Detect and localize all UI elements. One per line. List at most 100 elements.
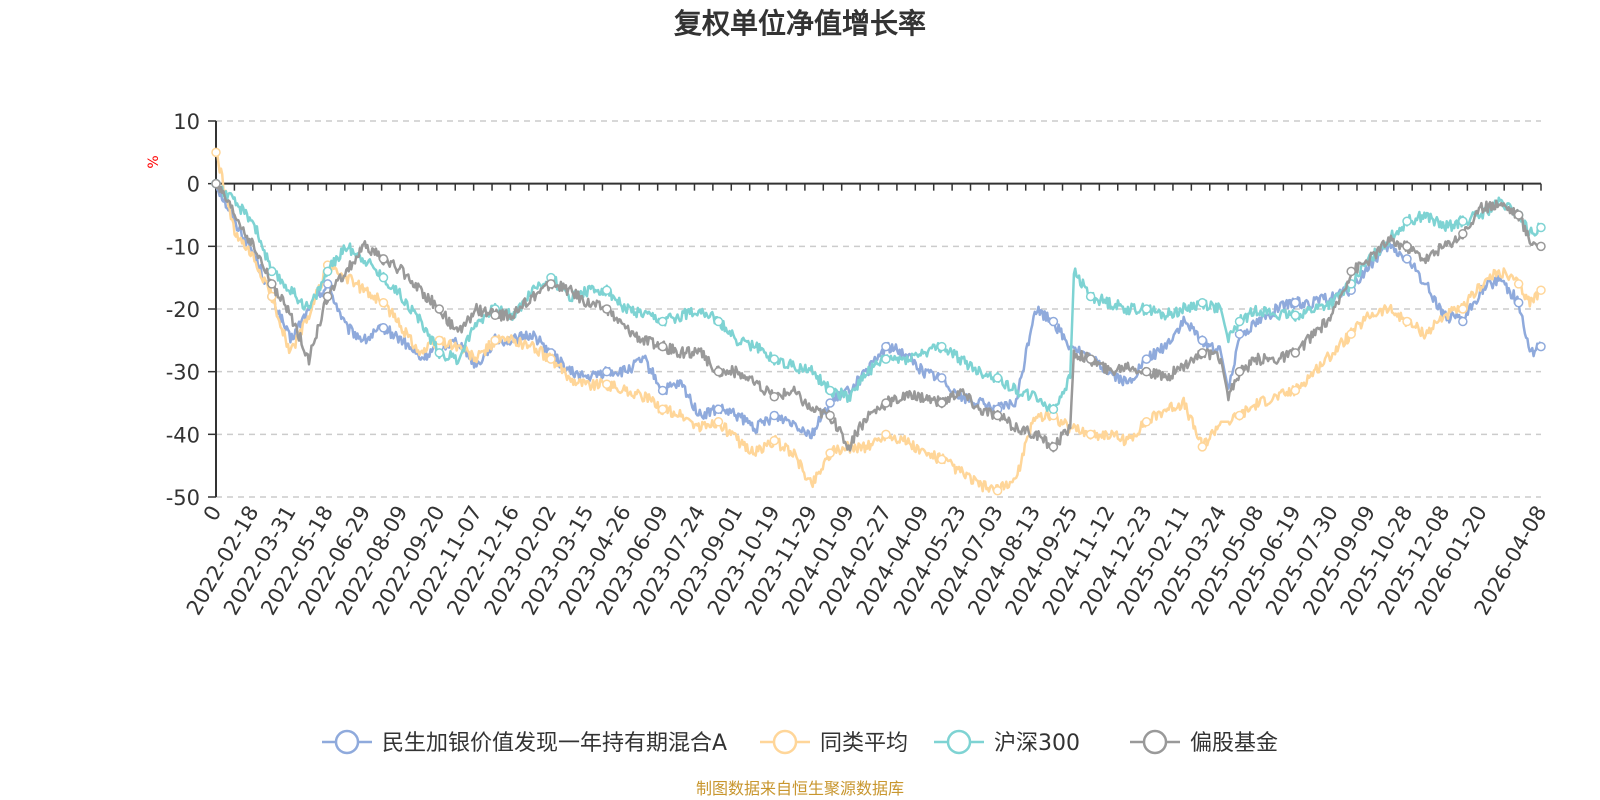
- series-point: [1234, 316, 1245, 327]
- series-point: [1513, 210, 1524, 220]
- series-point: [322, 266, 333, 277]
- series-point: [602, 304, 612, 314]
- y-axis-label: %: [146, 155, 162, 168]
- series-point: [881, 354, 891, 364]
- legend-label: 同类平均: [820, 731, 908, 756]
- y-tick-label: -30: [166, 361, 200, 385]
- series-point: [713, 316, 724, 327]
- series-point: [992, 485, 1003, 496]
- legend-marker: [946, 729, 972, 755]
- series-point: [1141, 366, 1152, 377]
- series-point: [1234, 329, 1245, 339]
- series-point: [1141, 354, 1152, 364]
- series-point: [378, 323, 389, 333]
- series-point: [211, 147, 221, 158]
- series-point: [1048, 316, 1059, 327]
- legend-item[interactable]: 沪深300: [934, 729, 1080, 756]
- series-point: [1085, 429, 1096, 440]
- series-point: [1290, 385, 1301, 396]
- series-point: [267, 279, 277, 289]
- series-point: [992, 410, 1003, 421]
- series-point: [1197, 348, 1208, 358]
- series-point: [1234, 366, 1245, 377]
- series-point: [602, 379, 612, 389]
- series-point: [322, 291, 333, 302]
- series-point: [657, 341, 668, 352]
- series-point: [1402, 241, 1412, 252]
- series-point: [434, 335, 445, 346]
- data-source-note: 制图数据来自恒生聚源数据库: [696, 779, 904, 798]
- series-point: [1141, 304, 1152, 314]
- series-point: [1234, 410, 1245, 421]
- series-point: [1513, 297, 1524, 308]
- series-point: [1085, 354, 1096, 364]
- series-point: [434, 304, 445, 314]
- series-line: [215, 151, 1543, 493]
- series-point: [602, 285, 612, 295]
- legend-item[interactable]: 同类平均: [760, 729, 908, 756]
- y-tick-label: -50: [166, 486, 200, 510]
- series-point: [1536, 241, 1546, 252]
- y-tick-label: 10: [173, 110, 200, 134]
- legend-marker: [334, 729, 360, 755]
- series-point: [881, 429, 891, 440]
- series-point: [657, 316, 668, 327]
- series-point: [713, 404, 724, 415]
- series-point: [602, 366, 612, 377]
- y-tick-label: -40: [166, 423, 200, 447]
- series-point: [1290, 348, 1301, 358]
- series-group: [211, 178, 1546, 415]
- series-point: [992, 373, 1003, 383]
- legend-item[interactable]: 民生加银价值发现一年持有期混合A: [322, 729, 727, 756]
- series-point: [657, 404, 668, 415]
- series-point: [1458, 216, 1468, 227]
- legend: 民生加银价值发现一年持有期混合A 同类平均 沪深300 偏股基金: [322, 729, 1278, 756]
- series-group: [211, 178, 1546, 453]
- legend-label: 沪深300: [994, 731, 1080, 756]
- series-point: [825, 398, 835, 408]
- series-point: [378, 272, 389, 283]
- series-point: [1346, 329, 1356, 339]
- series-point: [937, 454, 947, 465]
- series-line: [214, 181, 1542, 453]
- series-point: [1402, 216, 1412, 227]
- axes: 100-10-20-30-40-5002022-02-182022-03-312…: [166, 110, 1552, 619]
- series-point: [1346, 266, 1356, 277]
- series-point: [1513, 279, 1524, 289]
- series-point: [881, 398, 891, 408]
- series-point: [378, 297, 389, 308]
- series-point: [1536, 341, 1546, 352]
- series-point: [937, 341, 947, 352]
- series-point: [769, 354, 780, 364]
- legend-item[interactable]: 偏股基金: [1130, 729, 1278, 756]
- x-tick-label: 0: [199, 502, 226, 526]
- series-point: [1458, 229, 1468, 239]
- series-point: [1197, 297, 1208, 308]
- series-point: [881, 341, 891, 352]
- series-point: [546, 279, 556, 289]
- series-point: [769, 391, 780, 402]
- series-point: [490, 310, 500, 321]
- series-point: [1290, 297, 1301, 308]
- series-point: [267, 266, 277, 277]
- series-point: [378, 254, 389, 264]
- legend-marker: [772, 729, 798, 755]
- series-point: [1536, 222, 1546, 233]
- series-point: [769, 410, 780, 421]
- legend-label: 民生加银价值发现一年持有期混合A: [382, 731, 727, 756]
- series-point: [1141, 417, 1152, 427]
- series-point: [1458, 316, 1468, 327]
- series-point: [937, 373, 947, 383]
- series-point: [1290, 310, 1301, 321]
- series-point: [825, 448, 835, 458]
- series-group: [211, 147, 1546, 496]
- series-point: [1458, 304, 1468, 314]
- series-point: [713, 417, 724, 427]
- series-point: [1085, 291, 1096, 302]
- series-point: [657, 385, 668, 396]
- series-point: [211, 178, 221, 189]
- series-point: [322, 279, 333, 289]
- y-tick-label: 0: [187, 173, 200, 197]
